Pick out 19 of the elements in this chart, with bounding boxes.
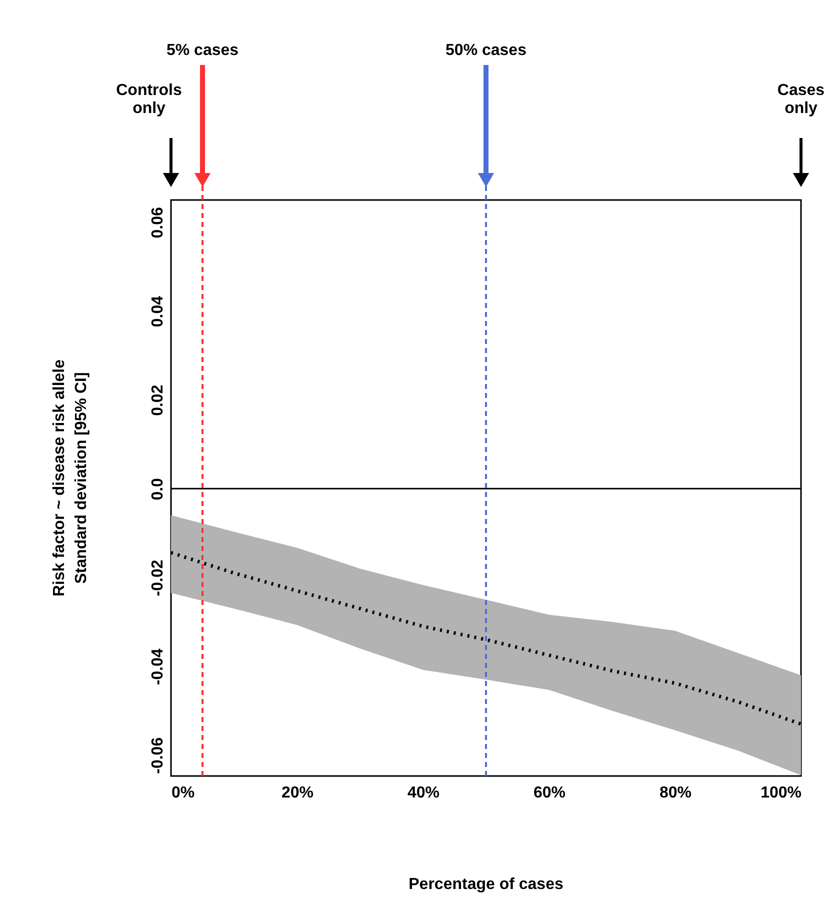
x-tick-label: 0%	[172, 784, 195, 802]
y-tick-label: 0.02	[150, 384, 166, 416]
y-tick-label: 0.06	[150, 207, 166, 238]
x-tick-label: 20%	[281, 784, 314, 802]
text: Controls only	[116, 82, 182, 117]
y-tick-label: -0.02	[150, 560, 166, 596]
x-tick-label: 60%	[533, 784, 566, 802]
y-tick-label: -0.06	[150, 737, 166, 774]
x-tick-label: 80%	[659, 784, 692, 802]
y-tick-label: 0.04	[150, 296, 166, 328]
x-axis-title: Percentage of cases	[408, 876, 564, 893]
x-tick-label: 40%	[407, 784, 440, 802]
text: Cases only	[777, 82, 825, 117]
ref-line-label: 50% cases	[446, 42, 527, 59]
y-tick-label: 0.0	[150, 478, 166, 500]
y-axis-title: Risk factor ~ disease risk allele Standard deviation [95% CI]	[51, 359, 90, 597]
y-tick-label: -0.04	[150, 648, 166, 686]
ref-line-label: 5% cases	[166, 42, 239, 59]
x-tick-label: 100%	[760, 784, 802, 802]
